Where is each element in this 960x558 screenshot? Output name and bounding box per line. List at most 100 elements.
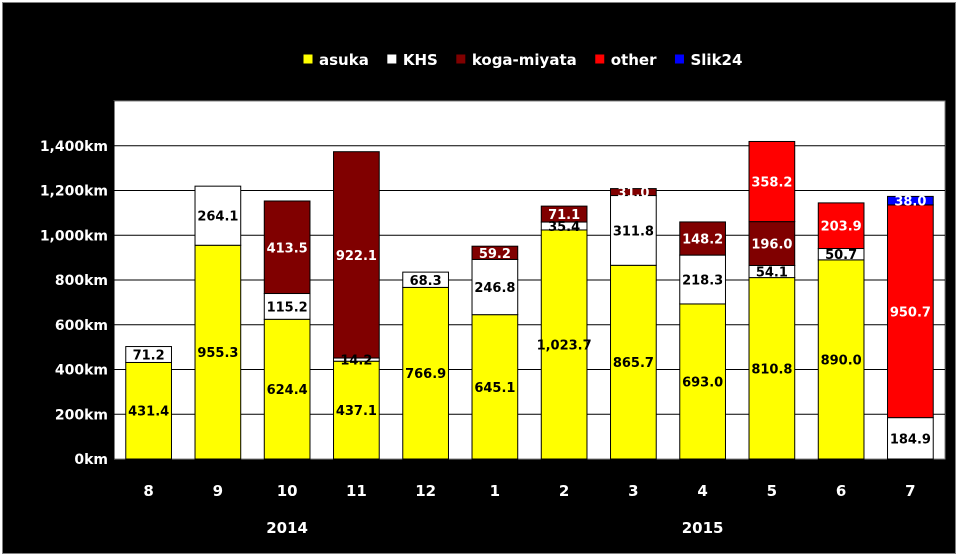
x-tick-label: 11 bbox=[346, 482, 367, 500]
bar-segment bbox=[817, 202, 865, 250]
bar-segment bbox=[748, 140, 796, 223]
data-label: 71.2 bbox=[133, 349, 165, 364]
data-label: 71.1 bbox=[548, 208, 580, 223]
bar-segment bbox=[263, 200, 311, 295]
legend-swatch bbox=[386, 53, 398, 65]
data-label: 115.2 bbox=[267, 300, 308, 315]
bar-segment bbox=[471, 245, 519, 260]
data-label: 38.0 bbox=[894, 195, 926, 210]
bar-segment bbox=[471, 258, 519, 316]
data-label: 358.2 bbox=[751, 176, 792, 191]
bar-segment bbox=[610, 195, 657, 266]
bar-segment bbox=[471, 314, 519, 460]
data-label: 1,023.7 bbox=[537, 338, 592, 353]
y-axis: 0km 200km 400km 600km 800km 1,000km 1,200km 1,4… bbox=[40, 101, 115, 468]
legend-swatch bbox=[302, 53, 314, 65]
year-label: 2015 bbox=[682, 519, 724, 537]
legend-label: koga-miyata bbox=[472, 51, 577, 69]
bar-segment bbox=[125, 346, 172, 363]
x-tick-label: 12 bbox=[415, 482, 436, 500]
legend-label: other bbox=[611, 51, 657, 69]
data-label: 68.3 bbox=[410, 274, 442, 289]
bar-segment bbox=[540, 205, 588, 223]
bar-segment bbox=[194, 185, 242, 246]
data-label: 865.7 bbox=[613, 356, 654, 371]
bar-segment bbox=[402, 286, 449, 460]
bar-segment bbox=[194, 244, 242, 460]
data-label: 437.1 bbox=[336, 404, 377, 419]
data-label: 955.3 bbox=[197, 346, 238, 361]
bar-segment bbox=[679, 303, 726, 460]
data-label: 59.2 bbox=[479, 247, 511, 262]
data-label: 54.1 bbox=[756, 266, 788, 281]
data-label: 184.9 bbox=[890, 432, 931, 447]
data-label: 950.7 bbox=[890, 305, 931, 320]
data-label: 50.7 bbox=[825, 248, 857, 263]
bar-segment bbox=[333, 151, 380, 359]
legend-label: asuka bbox=[319, 51, 369, 69]
data-label: 218.3 bbox=[682, 274, 723, 289]
bar-segment bbox=[887, 417, 934, 460]
data-label: 766.9 bbox=[405, 367, 446, 382]
y-tick-label: 1,000km bbox=[40, 228, 108, 244]
legend-swatch bbox=[673, 53, 685, 65]
data-label: 196.0 bbox=[751, 238, 792, 253]
x-tick-label: 1 bbox=[490, 482, 500, 500]
stacked-bar-chart: asuka KHS koga-miyata other Slik24 431.4 71.2… bbox=[40, 51, 946, 537]
data-label: 922.1 bbox=[336, 249, 377, 264]
legend: asuka KHS koga-miyata other Slik24 bbox=[302, 51, 742, 69]
x-tick-label: 6 bbox=[836, 482, 846, 500]
data-label: 693.0 bbox=[682, 375, 723, 390]
bar-segment bbox=[263, 293, 311, 320]
x-tick-label: 5 bbox=[767, 482, 777, 500]
data-label: 264.1 bbox=[197, 210, 238, 225]
y-tick-label: 400km bbox=[55, 363, 108, 379]
x-tick-label: 8 bbox=[143, 482, 153, 500]
data-label: 413.5 bbox=[267, 241, 308, 256]
bar-segment bbox=[887, 195, 934, 206]
x-tick-label: 9 bbox=[213, 482, 223, 500]
bars bbox=[125, 140, 934, 460]
data-label: 624.4 bbox=[267, 383, 308, 398]
y-tick-label: 1,400km bbox=[40, 139, 108, 155]
legend-swatch bbox=[594, 53, 606, 65]
bar-segment bbox=[610, 188, 657, 197]
bar-segment bbox=[610, 264, 657, 460]
bar-segment bbox=[125, 361, 172, 460]
y-tick-label: 200km bbox=[55, 407, 108, 423]
x-tick-label: 4 bbox=[697, 482, 707, 500]
bar-segment bbox=[679, 254, 726, 305]
bar-segment bbox=[817, 259, 865, 460]
legend-swatch bbox=[455, 53, 467, 65]
y-tick-label: 0km bbox=[74, 452, 108, 468]
y-tick-label: 800km bbox=[55, 273, 108, 289]
bar-segment bbox=[333, 360, 380, 460]
data-label: 431.4 bbox=[128, 405, 169, 420]
data-label: 203.9 bbox=[821, 220, 862, 235]
data-label: 311.8 bbox=[613, 224, 654, 239]
bar-segment bbox=[748, 221, 796, 266]
data-label: 246.8 bbox=[474, 281, 515, 296]
gridlines bbox=[114, 145, 945, 415]
data-label: 148.2 bbox=[682, 233, 723, 248]
y-tick-label: 1,200km bbox=[40, 184, 108, 200]
data-label: 645.1 bbox=[474, 381, 515, 396]
data-label: 810.8 bbox=[751, 362, 792, 377]
year-label: 2014 bbox=[266, 519, 308, 537]
bar-segment bbox=[402, 271, 449, 288]
legend-label: Slik24 bbox=[690, 51, 742, 69]
x-tick-label: 2 bbox=[559, 482, 569, 500]
bar-segment bbox=[679, 221, 726, 256]
y-tick-label: 600km bbox=[55, 318, 108, 334]
x-tick-label: 7 bbox=[905, 482, 915, 500]
x-tick-label: 10 bbox=[277, 482, 298, 500]
data-labels: 431.4 71.2 955.3 264.1 624.4 115.2 413.5 437.1 1… bbox=[128, 176, 931, 448]
bar-segment bbox=[263, 318, 311, 460]
bar-segment bbox=[887, 204, 934, 419]
legend-label: KHS bbox=[403, 51, 438, 69]
data-label: 890.0 bbox=[821, 353, 862, 368]
x-tick-label: 3 bbox=[628, 482, 638, 500]
data-label: 14.2 bbox=[340, 354, 372, 369]
